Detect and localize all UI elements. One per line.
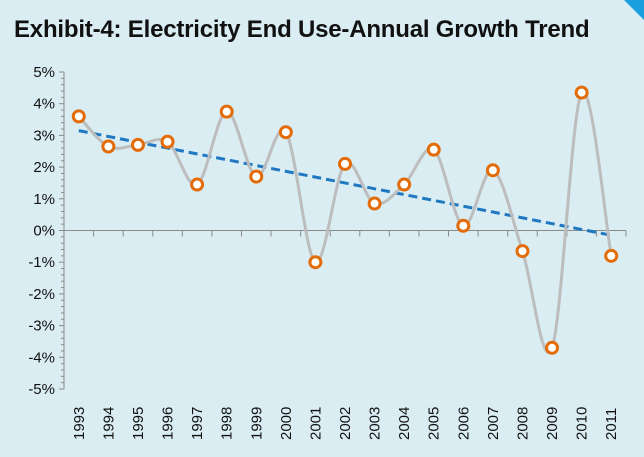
- data-point-2006: [456, 218, 471, 233]
- y-tick-label: 5%: [33, 64, 55, 81]
- y-tick-label: -5%: [28, 381, 55, 398]
- x-tick-label: 2001: [307, 407, 324, 440]
- axes: [59, 71, 627, 390]
- x-tick-label: 1994: [100, 407, 117, 440]
- data-point-2002: [338, 156, 352, 171]
- y-tick-label: -2%: [28, 286, 55, 303]
- data-point-2011: [604, 248, 619, 263]
- x-tick-label: 1998: [219, 407, 236, 440]
- x-tick-label: 2007: [485, 407, 502, 440]
- x-tick-label: 2010: [574, 407, 591, 440]
- x-tick-label: 2008: [514, 407, 531, 440]
- series-layer: [71, 85, 619, 355]
- data-point-2000: [278, 125, 293, 140]
- data-point-1995: [130, 137, 145, 152]
- x-tick-label: 1997: [189, 407, 206, 440]
- trend-line: [78, 129, 612, 237]
- x-tick-label: 1996: [160, 407, 177, 440]
- data-point-1997: [190, 177, 205, 192]
- x-tick-label: 1995: [130, 407, 147, 440]
- data-point-2010: [574, 85, 589, 100]
- data-point-2007: [485, 163, 500, 178]
- x-tick-label: 1993: [71, 407, 88, 440]
- x-tick-label: 2003: [367, 407, 384, 440]
- chart-title: Exhibit-4: Electricity End Use-Annual Gr…: [14, 16, 590, 43]
- x-tick-label: 2004: [396, 407, 413, 440]
- data-point-1999: [249, 169, 264, 184]
- x-tick-label: 2011: [603, 408, 620, 440]
- data-point-2005: [426, 142, 441, 157]
- data-point-1998: [219, 104, 234, 119]
- x-tick-label: 2006: [455, 407, 472, 440]
- data-point-2009: [545, 340, 560, 355]
- tick-labels: 5% 4% 3% 2% 1% 0% -1% -2% -3% -4% -5% 1993 1994 1995 1…: [28, 64, 620, 440]
- x-tick-label: 2002: [337, 407, 354, 440]
- y-tick-label: 4%: [33, 96, 55, 113]
- data-point-2003: [367, 196, 382, 211]
- trend-layer: [78, 129, 612, 237]
- data-point-1993: [71, 109, 86, 124]
- data-point-1994: [101, 139, 116, 154]
- data-point-1996: [160, 134, 175, 149]
- x-tick-label: 1999: [248, 407, 265, 440]
- x-tick-label: 2000: [278, 407, 295, 440]
- data-point-2004: [397, 177, 412, 192]
- y-tick-label: -3%: [28, 318, 55, 335]
- x-tick-label: 2005: [426, 407, 443, 440]
- y-tick-label: 2%: [33, 159, 55, 176]
- y-tick-label: -1%: [28, 254, 55, 271]
- y-tick-label: 3%: [33, 127, 55, 144]
- data-point-2008: [515, 244, 530, 259]
- corner-accent: [624, 0, 644, 20]
- y-tick-label: 1%: [33, 191, 55, 208]
- data-point-2001: [308, 255, 323, 270]
- y-tick-label: -4%: [28, 349, 55, 366]
- y-tick-label: 0%: [33, 223, 55, 240]
- x-tick-label: 2009: [544, 407, 561, 440]
- growth-series-line: [77, 90, 613, 354]
